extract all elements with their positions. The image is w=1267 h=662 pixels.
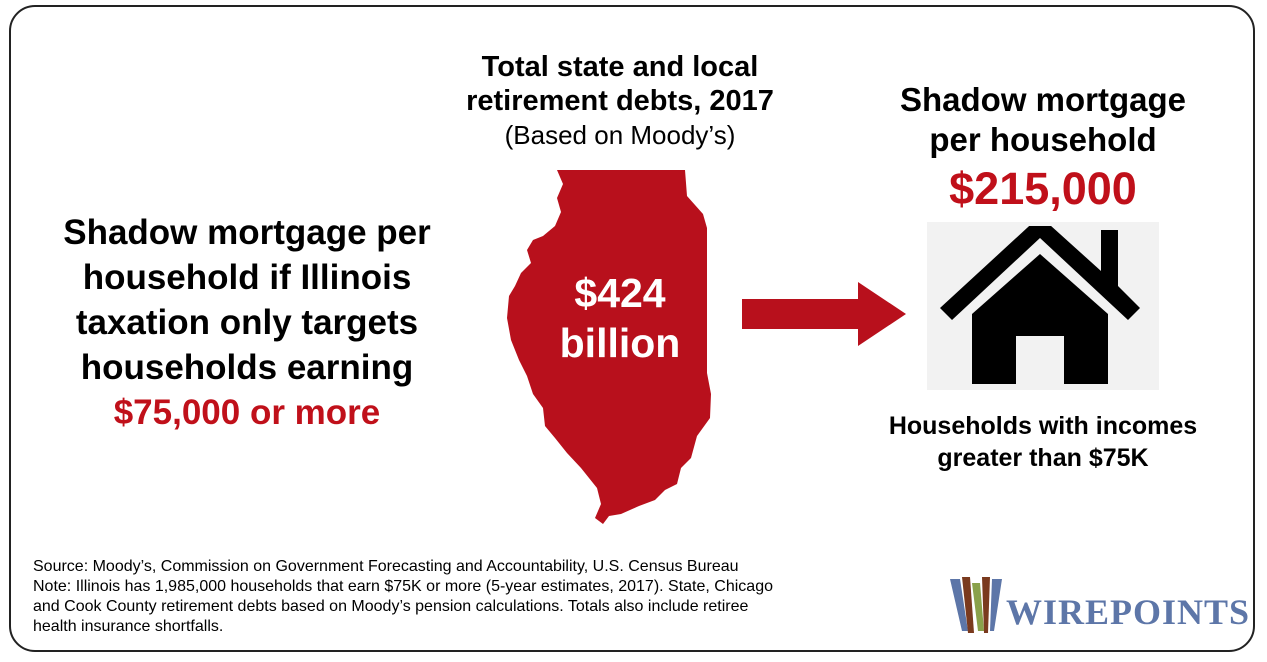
left-line1: Shadow mortgage per: [63, 213, 431, 252]
source-note: Source: Moody’s, Commission on Governmen…: [33, 557, 913, 637]
right-title-line1: Shadow mortgage: [899, 81, 1187, 118]
wirepoints-logo: WIREPOINTS: [948, 575, 1249, 637]
map-value: $424 billion: [520, 268, 720, 368]
center-title-line2: retirement debts, 2017: [466, 85, 774, 117]
right-caption-line2: greater than $75K: [937, 444, 1149, 472]
left-line2: household if Illinois: [82, 258, 412, 297]
house-icon: [940, 226, 1140, 384]
left-line3: taxation only targets: [75, 303, 419, 342]
map-value-line2: billion: [559, 320, 681, 366]
source-line3: and Cook County retirement debts based o…: [33, 598, 749, 615]
right-amount: $215,000: [949, 163, 1137, 214]
left-amount: $75,000 or more: [113, 393, 381, 432]
right-arrow-icon: [742, 282, 906, 346]
source-line2: Note: Illinois has 1,985,000 households …: [33, 578, 773, 595]
left-line4: households earning: [80, 348, 414, 387]
map-value-line1: $424: [574, 270, 666, 316]
source-line4: health insurance shortfalls.: [33, 618, 224, 635]
center-title: Total state and local retirement debts, …: [440, 50, 800, 118]
right-title: Shadow mortgage per household: [870, 80, 1216, 160]
right-title-line2: per household: [929, 121, 1157, 158]
wirepoints-logo-text: WIREPOINTS: [1006, 592, 1251, 632]
center-subtitle: (Based on Moody’s): [504, 120, 736, 150]
source-line1: Source: Moody’s, Commission on Governmen…: [33, 558, 739, 575]
left-statement: Shadow mortgage per household if Illinoi…: [22, 210, 472, 435]
wirepoints-logo-mark-icon: [950, 577, 1002, 633]
right-caption-line1: Households with incomes: [888, 412, 1198, 440]
right-caption: Households with incomes greater than $75…: [862, 410, 1224, 474]
illinois-map-icon: [507, 170, 711, 524]
center-title-line1: Total state and local: [481, 51, 759, 83]
